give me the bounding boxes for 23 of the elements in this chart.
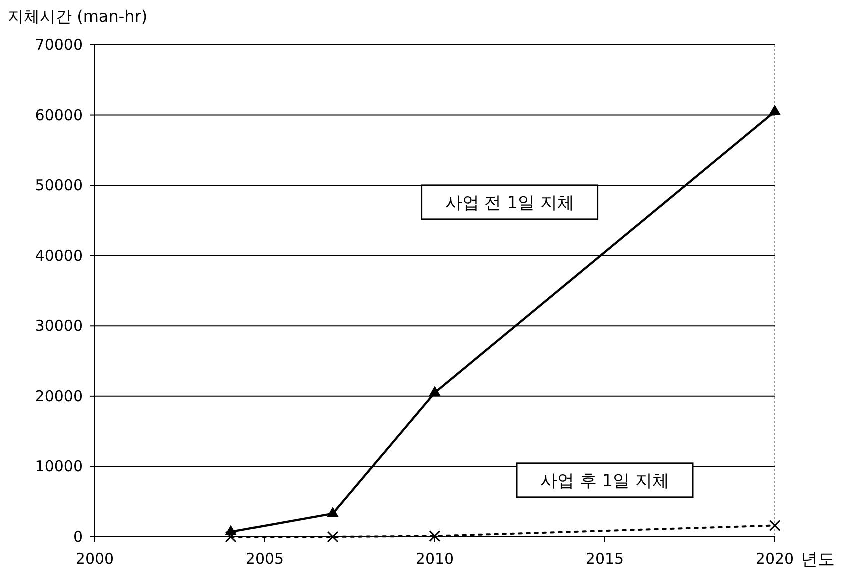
y-tick-label: 50000 xyxy=(35,176,83,195)
point xyxy=(327,507,339,518)
x-tick-label: 2010 xyxy=(416,550,454,568)
x-tick-label: 2000 xyxy=(76,550,114,568)
x-tick-label: 2005 xyxy=(246,550,284,568)
point xyxy=(769,104,781,116)
point xyxy=(769,520,781,532)
y-axis-title: 지체시간 (man-hr) xyxy=(8,7,148,26)
x-tick-label: 2020 xyxy=(756,550,794,568)
y-tick-label: 40000 xyxy=(35,246,83,265)
y-tick-label: 60000 xyxy=(35,106,83,124)
point xyxy=(327,531,339,543)
x-axis-title: 년도 xyxy=(801,550,835,570)
point xyxy=(429,386,441,396)
x-tick-label: 2015 xyxy=(586,550,624,568)
y-tick-label: 10000 xyxy=(35,458,83,476)
point xyxy=(429,530,441,542)
y-tick-label: 70000 xyxy=(35,36,83,54)
y-tick-label: 20000 xyxy=(35,387,83,406)
y-tick-label: 0 xyxy=(73,528,83,546)
y-tick-label: 30000 xyxy=(35,317,83,336)
text: 사업 전 1일 지체 xyxy=(445,193,574,214)
text: 사업 후 1일 지체 xyxy=(540,471,670,492)
